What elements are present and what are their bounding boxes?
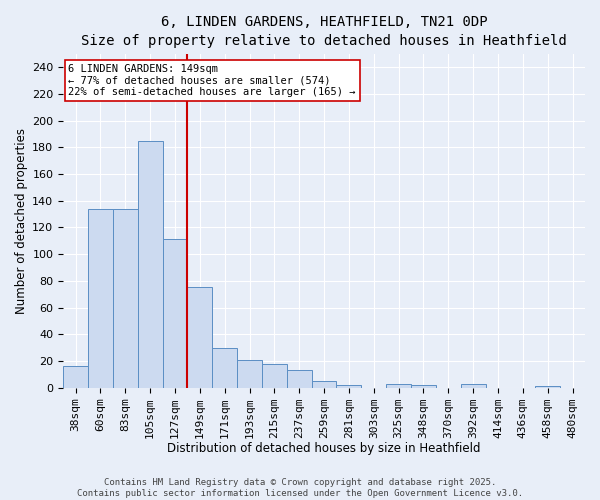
Bar — [163, 240, 187, 388]
Bar — [63, 366, 88, 388]
Bar — [187, 288, 212, 388]
Bar — [311, 381, 337, 388]
Bar — [237, 360, 262, 388]
Bar — [287, 370, 311, 388]
Bar — [88, 208, 113, 388]
Title: 6, LINDEN GARDENS, HEATHFIELD, TN21 0DP
Size of property relative to detached ho: 6, LINDEN GARDENS, HEATHFIELD, TN21 0DP … — [81, 15, 567, 48]
X-axis label: Distribution of detached houses by size in Heathfield: Distribution of detached houses by size … — [167, 442, 481, 455]
Bar — [411, 385, 436, 388]
Y-axis label: Number of detached properties: Number of detached properties — [15, 128, 28, 314]
Bar — [262, 364, 287, 388]
Bar — [386, 384, 411, 388]
Bar — [137, 140, 163, 388]
Bar — [212, 348, 237, 388]
Bar — [535, 386, 560, 388]
Bar — [461, 384, 485, 388]
Bar — [337, 385, 361, 388]
Bar — [113, 208, 137, 388]
Text: Contains HM Land Registry data © Crown copyright and database right 2025.
Contai: Contains HM Land Registry data © Crown c… — [77, 478, 523, 498]
Text: 6 LINDEN GARDENS: 149sqm
← 77% of detached houses are smaller (574)
22% of semi-: 6 LINDEN GARDENS: 149sqm ← 77% of detach… — [68, 64, 356, 97]
